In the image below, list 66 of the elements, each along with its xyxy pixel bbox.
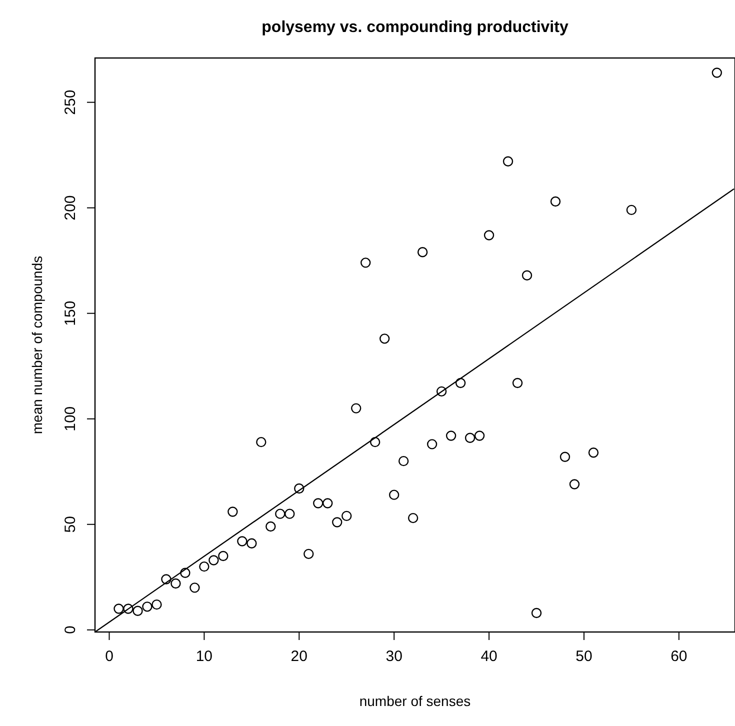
point bbox=[379, 334, 390, 344]
point bbox=[360, 258, 371, 268]
y-tick-label: 50 bbox=[62, 516, 79, 533]
point bbox=[484, 230, 494, 240]
x-tick-label: 50 bbox=[576, 648, 592, 665]
point bbox=[398, 456, 409, 466]
point bbox=[522, 270, 532, 280]
point bbox=[123, 604, 134, 614]
point bbox=[455, 378, 466, 388]
x-tick-label: 40 bbox=[480, 648, 498, 665]
point bbox=[342, 510, 352, 522]
point bbox=[426, 439, 438, 450]
y-tick-label: 200 bbox=[62, 195, 79, 220]
point bbox=[464, 432, 476, 443]
point bbox=[569, 479, 580, 490]
point bbox=[237, 536, 248, 546]
point bbox=[313, 498, 324, 508]
point bbox=[531, 608, 542, 618]
point bbox=[180, 568, 190, 578]
point bbox=[132, 606, 143, 616]
point bbox=[152, 599, 162, 610]
point bbox=[588, 448, 599, 458]
y-tick-label: 0 bbox=[62, 626, 79, 634]
point bbox=[218, 550, 228, 562]
point bbox=[446, 430, 456, 441]
point bbox=[512, 378, 523, 388]
point bbox=[208, 555, 219, 566]
point bbox=[294, 483, 304, 494]
point bbox=[246, 538, 257, 548]
point bbox=[388, 490, 400, 500]
point bbox=[332, 517, 342, 528]
point bbox=[284, 508, 295, 519]
point bbox=[170, 578, 181, 589]
x-tick-label: 30 bbox=[386, 648, 402, 665]
point bbox=[436, 386, 447, 397]
x-axis-title: number of senses bbox=[359, 693, 471, 709]
point bbox=[190, 582, 200, 593]
point bbox=[550, 196, 561, 207]
point bbox=[161, 574, 172, 584]
point bbox=[417, 247, 428, 258]
point bbox=[560, 452, 570, 462]
point bbox=[275, 508, 286, 519]
x-tick-label: 10 bbox=[196, 648, 213, 665]
point bbox=[256, 436, 266, 448]
x-tick-label: 20 bbox=[290, 648, 308, 665]
point bbox=[228, 506, 238, 517]
y-tick-label: 150 bbox=[62, 300, 79, 326]
point bbox=[114, 604, 124, 614]
y-tick-label: 100 bbox=[62, 406, 79, 432]
x-tick-label: 60 bbox=[670, 648, 688, 665]
point bbox=[142, 602, 152, 612]
point bbox=[502, 156, 514, 167]
point bbox=[322, 498, 333, 508]
point bbox=[199, 561, 210, 572]
point bbox=[626, 204, 637, 216]
point bbox=[474, 430, 485, 441]
chart-title: polysemy vs. compounding productivity bbox=[262, 19, 568, 36]
x-tick-label: 0 bbox=[105, 648, 114, 665]
point bbox=[266, 521, 276, 532]
y-axis-title: mean number of compounds bbox=[29, 256, 45, 434]
y-tick-label: 250 bbox=[62, 90, 79, 115]
point bbox=[408, 512, 418, 524]
point bbox=[370, 436, 380, 448]
point bbox=[351, 403, 362, 414]
point bbox=[304, 548, 314, 560]
point bbox=[712, 68, 722, 78]
